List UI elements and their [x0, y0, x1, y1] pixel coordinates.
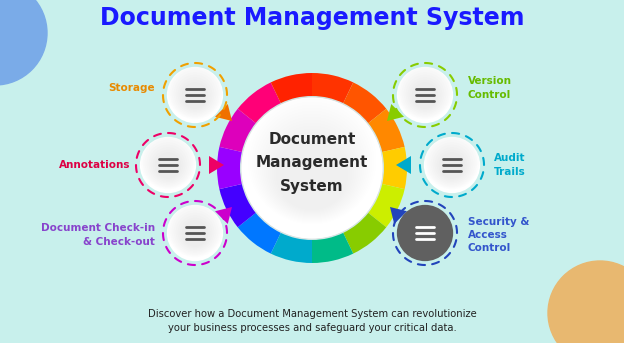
Text: Document
Management
System: Document Management System: [256, 132, 368, 194]
Wedge shape: [271, 73, 312, 103]
Wedge shape: [368, 184, 404, 227]
Wedge shape: [220, 184, 256, 227]
Wedge shape: [312, 233, 353, 263]
Text: Security &
Access
Control: Security & Access Control: [468, 217, 529, 253]
Circle shape: [167, 67, 223, 123]
Circle shape: [424, 137, 480, 193]
Polygon shape: [209, 156, 224, 174]
Circle shape: [397, 67, 453, 123]
Wedge shape: [238, 82, 281, 123]
Circle shape: [140, 137, 196, 193]
Text: Storage: Storage: [109, 83, 155, 93]
Wedge shape: [238, 213, 281, 253]
Circle shape: [241, 97, 383, 239]
Text: Document Check-in
& Check-out: Document Check-in & Check-out: [41, 223, 155, 247]
Polygon shape: [215, 104, 232, 121]
Polygon shape: [387, 104, 404, 121]
Wedge shape: [271, 233, 312, 263]
Circle shape: [167, 205, 223, 261]
Polygon shape: [390, 207, 407, 224]
Wedge shape: [368, 109, 404, 152]
Text: Annotations: Annotations: [59, 160, 130, 170]
Polygon shape: [396, 156, 411, 174]
Wedge shape: [217, 147, 242, 189]
Wedge shape: [312, 73, 353, 103]
Wedge shape: [343, 82, 386, 123]
Circle shape: [397, 205, 453, 261]
Wedge shape: [220, 109, 256, 152]
Text: Audit
Trails: Audit Trails: [494, 153, 526, 177]
Text: Discover how a Document Management System can revolutionize
your business proces: Discover how a Document Management Syste…: [148, 309, 476, 333]
Circle shape: [0, 0, 47, 85]
Circle shape: [548, 261, 624, 343]
Text: Version
Control: Version Control: [468, 76, 512, 99]
Wedge shape: [343, 213, 386, 253]
Polygon shape: [215, 207, 232, 224]
Text: Document Management System: Document Management System: [100, 6, 524, 30]
Wedge shape: [382, 147, 407, 189]
